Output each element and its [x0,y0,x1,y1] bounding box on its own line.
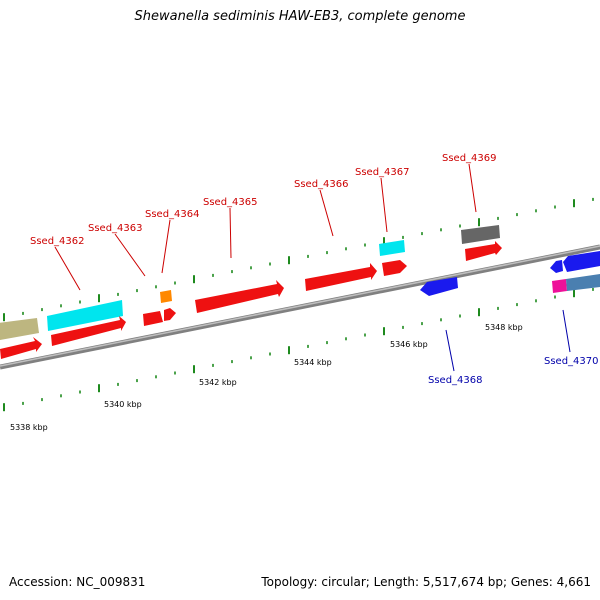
genome-backbone [0,244,600,370]
leader-ssed-4364 [161,219,171,274]
leader-ssed-4362 [54,246,81,291]
inner-tick-track [3,287,594,412]
gene-arrow-ssed-4363[interactable] [143,311,163,326]
gene-label-ssed-4363[interactable]: Ssed_4363 [88,223,143,234]
genome-stats-text: Topology: circular; Length: 5,517,674 bp… [261,575,591,589]
gene-label-ssed-4370[interactable]: Ssed_4370 [544,356,599,367]
gene-arrow-reverse-small[interactable] [550,260,563,273]
leader-ssed-4370 [562,309,571,353]
gene-label-ssed-4369[interactable]: Ssed_4369 [442,153,497,164]
scale-label-5338: 5338 kbp [10,423,48,432]
feature-khaki-block[interactable] [0,318,39,340]
feature-cyan-rna-2[interactable] [379,240,405,256]
gene-arrow-ssed-4365[interactable] [195,280,284,313]
gene-label-ssed-4367[interactable]: Ssed_4367 [355,167,410,178]
gene-arrow-ssed-4369[interactable] [465,241,502,261]
gene-label-ssed-4368[interactable]: Ssed_4368 [428,375,483,386]
leader-ssed-4365 [229,207,232,259]
scale-label-5340: 5340 kbp [104,400,142,409]
feature-orange-small[interactable] [160,290,172,303]
gene-label-ssed-4362[interactable]: Ssed_4362 [30,236,85,247]
gene-arrow-ssed-4362[interactable] [51,316,126,346]
map-title: Shewanella sediminis HAW-EB3, complete g… [134,9,466,24]
gene-arrow-ssed-4364[interactable] [164,308,176,321]
leader-ssed-4369 [468,163,477,213]
accession-text: Accession: NC_009831 [9,575,146,589]
scale-label-5342: 5342 kbp [199,378,237,387]
scale-label-5344: 5344 kbp [294,358,332,367]
feature-steelblue-block[interactable] [566,274,600,291]
leader-ssed-4363 [114,233,146,277]
feature-gray-block[interactable] [461,225,500,244]
genome-backbone-highlight [0,245,600,367]
scale-label-5348: 5348 kbp [485,323,523,332]
gene-label-ssed-4366[interactable]: Ssed_4366 [294,179,349,190]
leader-ssed-4368 [445,329,455,372]
gene-arrow-reverse-long[interactable] [563,251,600,272]
gene-arrow-ssed-4367[interactable] [382,260,407,276]
gene-arrow-ssed-4366[interactable] [305,263,377,291]
feature-cyan-rna[interactable] [47,300,123,331]
leader-ssed-4367 [380,177,388,233]
leader-ssed-4366 [319,189,334,237]
feature-pink-block[interactable] [552,279,567,293]
gene-label-ssed-4365[interactable]: Ssed_4365 [203,197,258,208]
outer-tick-track [3,197,594,322]
scale-label-5346: 5346 kbp [390,340,428,349]
gene-arrow-ssed-4368[interactable] [420,277,458,296]
gene-label-ssed-4364[interactable]: Ssed_4364 [145,209,200,220]
gene-arrow-red[interactable] [0,337,42,359]
